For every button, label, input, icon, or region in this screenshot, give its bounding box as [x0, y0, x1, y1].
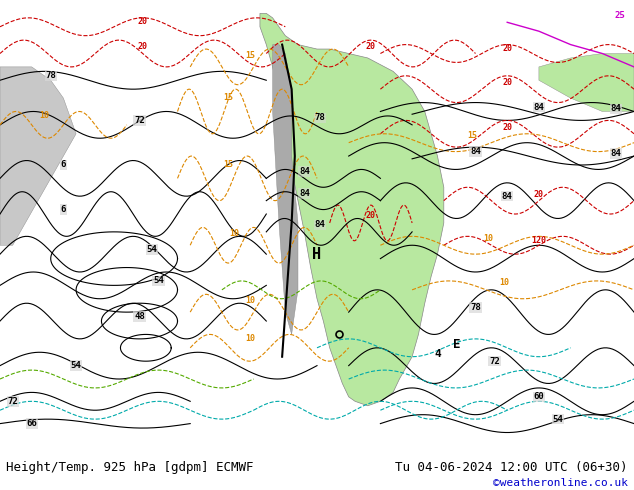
Text: 20: 20 — [366, 211, 376, 220]
Text: H: H — [313, 246, 321, 262]
Text: 20: 20 — [138, 17, 148, 26]
Text: 84: 84 — [611, 149, 621, 158]
Text: 6: 6 — [61, 205, 66, 214]
Text: 20: 20 — [502, 78, 512, 87]
Text: 15: 15 — [223, 93, 233, 102]
Text: 20: 20 — [502, 123, 512, 132]
Text: 84: 84 — [299, 167, 309, 176]
Text: 84: 84 — [611, 104, 621, 114]
Text: ©weatheronline.co.uk: ©weatheronline.co.uk — [493, 478, 628, 488]
Text: 84: 84 — [502, 192, 512, 201]
Text: Height/Temp. 925 hPa [gdpm] ECMWF: Height/Temp. 925 hPa [gdpm] ECMWF — [6, 462, 254, 474]
Text: 20: 20 — [534, 190, 544, 198]
Text: 10: 10 — [230, 229, 240, 238]
Text: 48: 48 — [134, 312, 145, 321]
Text: 54: 54 — [553, 415, 563, 424]
Text: 54: 54 — [71, 361, 81, 370]
Polygon shape — [273, 45, 298, 334]
Text: 84: 84 — [470, 147, 481, 156]
Text: 66: 66 — [27, 419, 37, 428]
Text: 54: 54 — [153, 276, 164, 285]
Text: 10: 10 — [245, 334, 256, 343]
Text: 78: 78 — [470, 303, 481, 312]
Text: 20: 20 — [502, 44, 512, 53]
Text: E: E — [453, 338, 460, 351]
Text: 78: 78 — [315, 113, 325, 122]
Text: 120: 120 — [531, 236, 547, 245]
Text: 10: 10 — [245, 296, 256, 305]
Text: 72: 72 — [8, 397, 18, 406]
Text: 84: 84 — [534, 102, 544, 112]
Text: 20: 20 — [138, 43, 148, 51]
Text: 4: 4 — [434, 349, 441, 359]
Text: 10: 10 — [483, 234, 493, 243]
Text: 25: 25 — [615, 11, 626, 20]
Text: 84: 84 — [315, 220, 325, 229]
Text: 72: 72 — [489, 357, 500, 366]
Text: 15: 15 — [245, 51, 256, 60]
Text: 84: 84 — [299, 189, 309, 198]
Text: 72: 72 — [134, 116, 145, 125]
Text: 10: 10 — [39, 111, 49, 120]
Text: 20: 20 — [366, 43, 376, 51]
Text: 10: 10 — [499, 278, 509, 287]
Polygon shape — [0, 67, 76, 245]
Text: Tu 04-06-2024 12:00 UTC (06+30): Tu 04-06-2024 12:00 UTC (06+30) — [395, 462, 628, 474]
Polygon shape — [539, 53, 634, 112]
Text: 15: 15 — [223, 160, 233, 169]
Polygon shape — [260, 13, 444, 406]
Text: 60: 60 — [534, 392, 544, 401]
Text: 54: 54 — [147, 245, 157, 254]
Text: 6: 6 — [61, 161, 66, 170]
Text: 15: 15 — [467, 131, 477, 140]
Text: 78: 78 — [46, 72, 56, 80]
